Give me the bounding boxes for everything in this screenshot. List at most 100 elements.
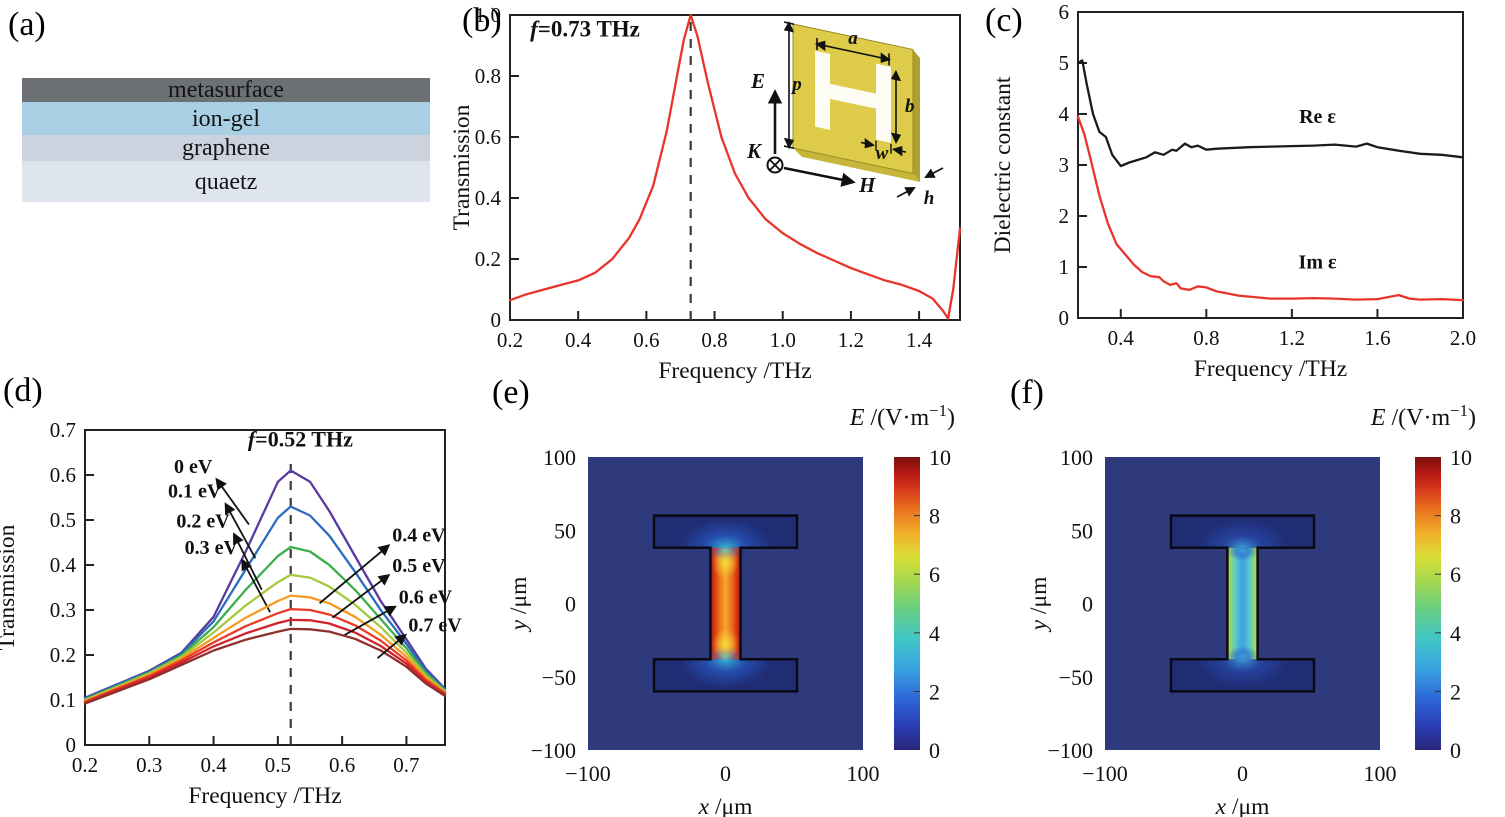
- panel-label-d: (d): [3, 372, 43, 409]
- series-line-Im-ε: [1076, 115, 1465, 302]
- dim-a-label: a: [848, 28, 858, 49]
- series-label: 0.5 eV: [392, 555, 446, 577]
- dim-w-arrow-right: [891, 146, 906, 157]
- y-tick-label: 0.4: [50, 553, 77, 577]
- y-axis-label: Transmission: [449, 104, 475, 230]
- resonator-column: [1227, 547, 1258, 660]
- dim-w-arrow-left: [861, 138, 876, 149]
- column-cap-glow: [1227, 547, 1258, 562]
- resonator-outline: [652, 514, 799, 693]
- dim-p-cap-bottom: [784, 145, 794, 150]
- colorbar-tick-label: 10: [1450, 445, 1472, 470]
- x-tick-label: 0.2: [497, 328, 523, 352]
- junction-glow: [678, 659, 773, 689]
- colorbar-title: E /(V·m−1): [1370, 401, 1476, 431]
- y-tick-label: 4: [1059, 102, 1070, 126]
- y-tick-label: 6: [1059, 0, 1070, 24]
- k-vector-label: K: [746, 139, 763, 163]
- y-tick-label: 1.0: [475, 3, 501, 27]
- series-label: 0.7 eV: [408, 615, 462, 637]
- y-tick-label: −50: [542, 665, 576, 690]
- x-tick-label: 0.2: [72, 753, 98, 777]
- column-cap-glow: [1227, 645, 1258, 660]
- colorbar-tick-label: 6: [1450, 562, 1461, 587]
- x-tick-label: 1.6: [1364, 326, 1390, 350]
- colorbar-tick-label: 8: [929, 504, 940, 529]
- x-tick-label: 1.4: [906, 328, 933, 352]
- y-tick-label: 0: [1059, 306, 1070, 330]
- colorbar-tick-label: 0: [929, 738, 940, 763]
- series-leader-arrow: [331, 573, 391, 619]
- layer-metasurface: metasurface: [22, 78, 430, 102]
- layer-ion-gel: ion-gel: [22, 102, 430, 135]
- x-axis-label: Frequency /THz: [658, 358, 811, 384]
- y-tick-label: −100: [531, 738, 576, 763]
- x-axis-label: x /μm: [1215, 794, 1270, 817]
- x-tick-label: 100: [1364, 761, 1397, 786]
- series-label: 0.3 eV: [185, 537, 239, 559]
- resonator-outline: [1169, 514, 1316, 693]
- panel-label-b: (b): [462, 2, 502, 39]
- x-tick-label: 0.5: [265, 753, 291, 777]
- y-axis-label: Transmission: [0, 524, 20, 650]
- y-axis-label: y /μm: [506, 577, 532, 633]
- y-tick-label: 50: [554, 518, 576, 543]
- y-tick-label: 0.4: [475, 186, 502, 210]
- panel-label-a: (a): [8, 6, 46, 43]
- slab-bottom-face: [793, 148, 920, 182]
- colorbar: [894, 457, 920, 750]
- heatmap-field-e: −100 0 100 100 50 0 −50 −100 x /μm y /μm 0 2 4 6 8 10 E …: [506, 401, 955, 817]
- x-tick-label: 0.4: [1108, 326, 1135, 350]
- colorbar-tick-label: 6: [929, 562, 940, 587]
- panel-label-e: (e): [492, 374, 530, 411]
- series-label: 0.2 eV: [176, 511, 230, 533]
- x-tick-label: 1.2: [838, 328, 864, 352]
- y-tick-label: 100: [543, 445, 576, 470]
- colorbar-tick-label: 4: [1450, 621, 1461, 646]
- resonance-annotation: f=0.52 THz: [248, 427, 353, 452]
- y-tick-label: 0.7: [50, 418, 76, 442]
- y-tick-label: 0: [491, 308, 502, 332]
- y-tick-label: 3: [1059, 153, 1070, 177]
- series-leader-arrow: [224, 502, 257, 559]
- plot-frame-b: [509, 14, 961, 321]
- series-leader-arrow: [319, 544, 391, 604]
- y-tick-label: 0: [66, 733, 77, 757]
- y-tick-label: 5: [1059, 51, 1070, 75]
- x-tick-label: 0.4: [200, 753, 227, 777]
- series-leader-arrow: [215, 477, 250, 526]
- x-tick-label: 2.0: [1450, 326, 1476, 350]
- colorbar-tick-label: 2: [929, 679, 940, 704]
- x-tick-label: 100: [847, 761, 880, 786]
- y-tick-label: 50: [1071, 518, 1093, 543]
- series-label: 0 eV: [174, 456, 213, 478]
- e-field-label: E: [750, 69, 765, 93]
- slab-side-face: [913, 49, 920, 182]
- chart-dielectric-c: 0.4 0.8 1.2 1.6 2.0 0 1 2 3 4 5 6 Frequency /THz Diel…: [990, 0, 1476, 382]
- h-field-label: H: [858, 173, 876, 197]
- series-leader-arrow: [376, 633, 407, 659]
- aperture-right-slot: [876, 63, 891, 143]
- x-axis-label: Frequency /THz: [1194, 356, 1347, 382]
- y-tick-label: 0.3: [50, 598, 76, 622]
- chart-transmission-b: 0.2 0.4 0.6 0.8 1.0 1.2 1.400.20.40.60.81.0Fre…: [449, 3, 962, 384]
- dim-p-cap-top: [784, 21, 794, 26]
- y-tick-label: 0.2: [475, 247, 501, 271]
- y-tick-label: 100: [1060, 445, 1093, 470]
- series-label: Re ε: [1299, 106, 1336, 128]
- layer-quartz: quaetz: [22, 161, 430, 202]
- y-tick-label: 0: [565, 592, 576, 617]
- x-tick-label: 1.0: [770, 328, 796, 352]
- unit-cell-slab: [783, 21, 920, 182]
- series-line-transmission: [508, 13, 962, 320]
- y-tick-label: 2: [1059, 204, 1070, 228]
- plot-frame-c: [1077, 11, 1464, 319]
- colorbar-tick-label: 8: [1450, 504, 1461, 529]
- y-tick-label: −50: [1059, 665, 1093, 690]
- series-line-0-6-eV: [83, 618, 447, 704]
- heatmap-field-f: −100 0 100 100 50 0 −50 −100 x /μm y /μm 0 2 4 6 8 10 E …: [1026, 401, 1476, 817]
- junction-glow: [678, 518, 773, 548]
- dim-h-arrow-lower: [896, 187, 916, 198]
- series-line-0-eV: [83, 469, 447, 699]
- aperture-crossbar: [830, 83, 876, 109]
